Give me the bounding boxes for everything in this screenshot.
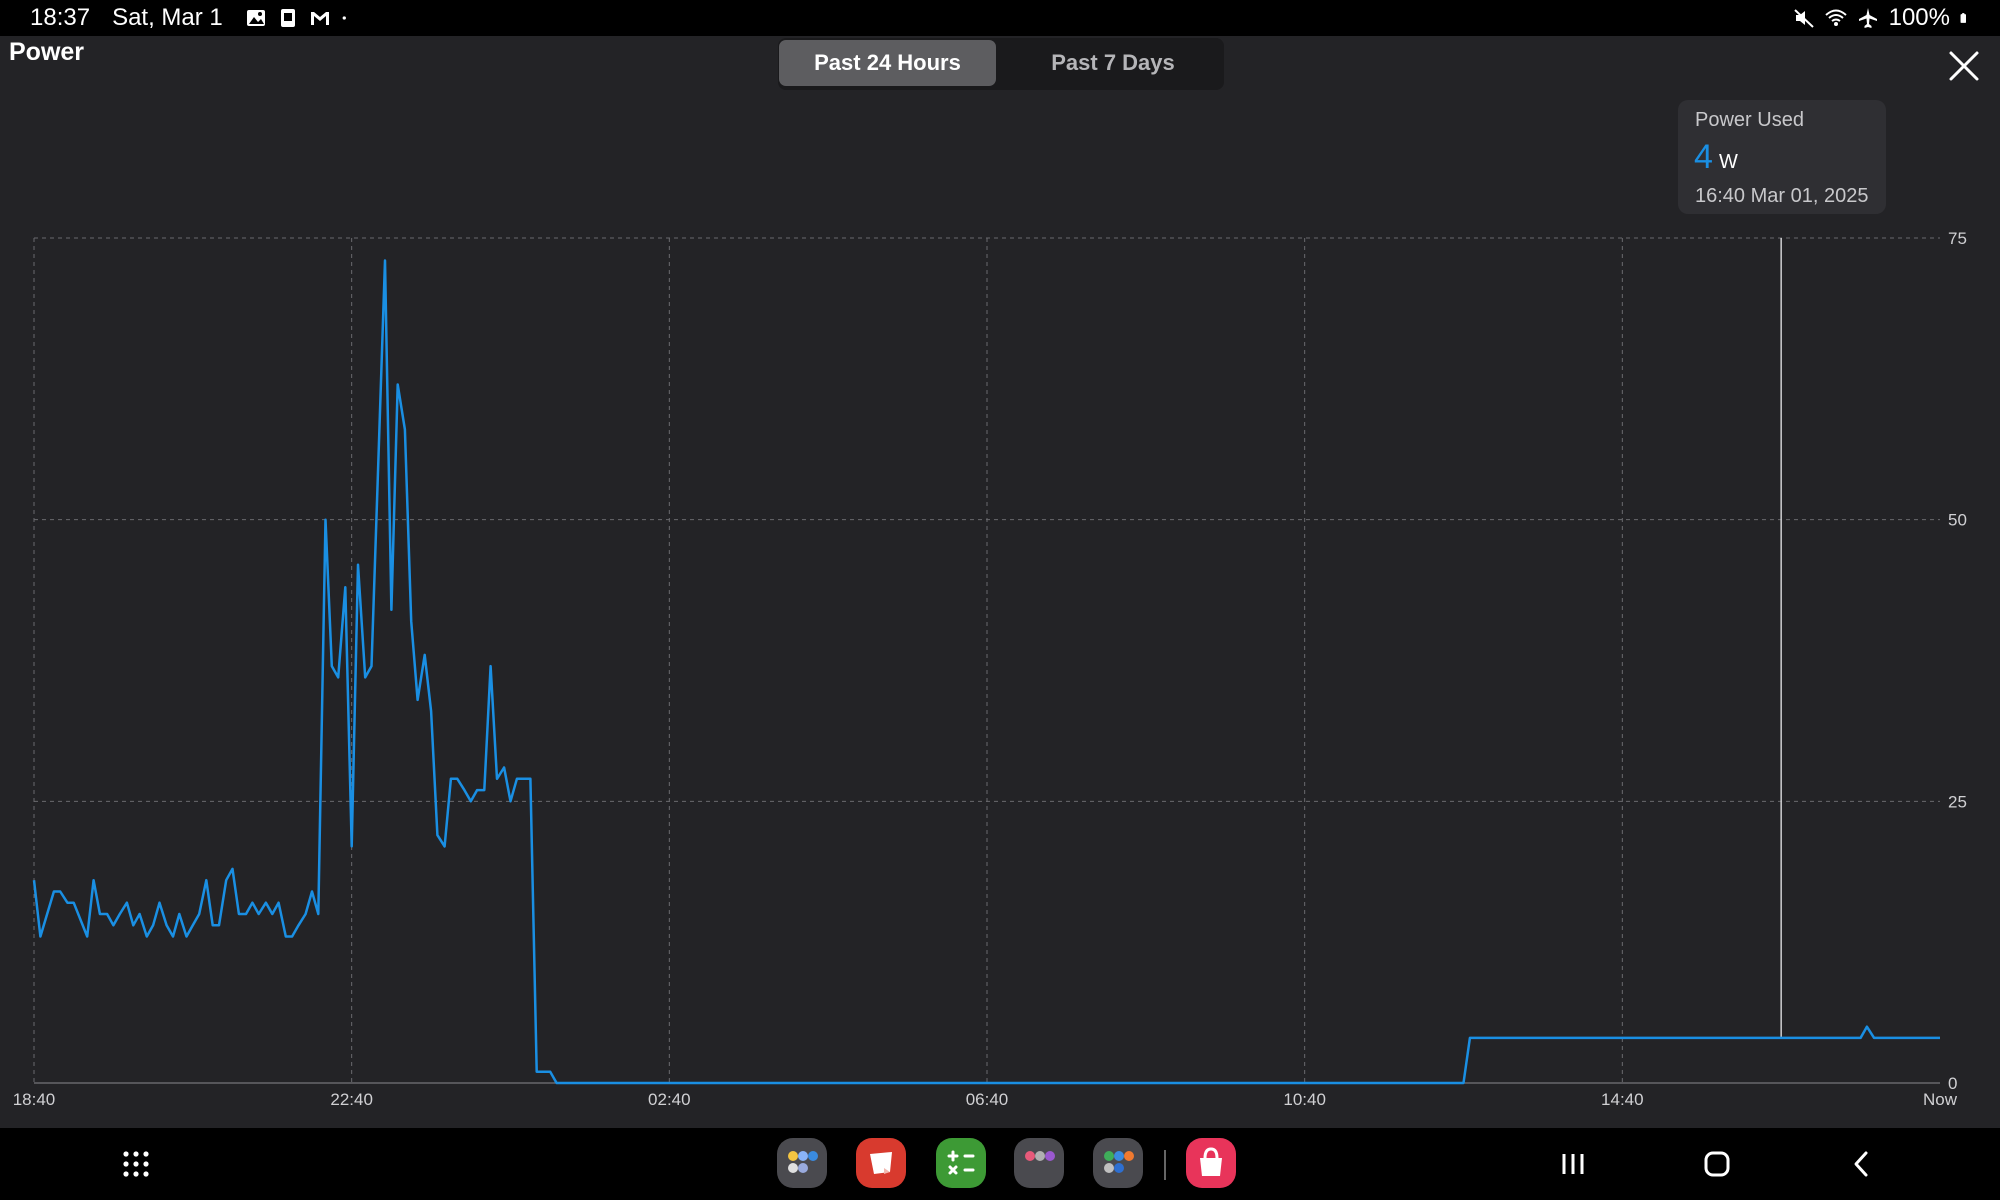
x-tick-label: 22:40	[330, 1090, 373, 1109]
apps-grid-icon[interactable]	[116, 1144, 156, 1184]
sim-card-icon	[280, 9, 295, 27]
page-title: Power	[9, 38, 85, 66]
battery-icon	[1960, 13, 1966, 23]
gmail-icon	[310, 12, 329, 25]
tooltip-label: Power Used	[1695, 109, 1804, 131]
x-tick-label: 10:40	[1283, 1090, 1326, 1109]
chart-tooltip: Power Used 4 W 16:40 Mar 01, 2025	[1678, 100, 1886, 214]
airplane-mode-icon	[1858, 8, 1877, 28]
chart-series	[32, 259, 1940, 1085]
y-tick-label: 50	[1948, 511, 1967, 530]
x-axis-ticks: 18:40 22:40 02:40 06:40 10:40 14:40 Now	[13, 1090, 1958, 1109]
tab-past-7-days[interactable]: Past 7 Days	[1051, 50, 1175, 75]
tooltip-timestamp: 16:40 Mar 01, 2025	[1695, 185, 1869, 207]
recent-apps-icon[interactable]	[1553, 1144, 1593, 1184]
x-tick-label: 02:40	[648, 1090, 691, 1109]
tooltip-value: 4	[1694, 138, 1713, 176]
app-folder-icon[interactable]	[777, 1138, 827, 1188]
power-chart[interactable]: 18:40 22:40 02:40 06:40 10:40 14:40 Now 0 25 50 7…	[0, 215, 2000, 1115]
y-tick-label: 0	[1948, 1074, 1957, 1093]
x-tick-label: 18:40	[13, 1090, 56, 1109]
close-icon[interactable]	[1944, 46, 1984, 86]
app-folder-icon[interactable]	[1014, 1138, 1064, 1188]
home-icon[interactable]	[1697, 1144, 1737, 1184]
tooltip-unit: W	[1719, 151, 1738, 173]
dock-divider	[1164, 1150, 1166, 1180]
y-axis-ticks: 0 25 50 75	[1948, 229, 1967, 1093]
notes-app-icon[interactable]	[856, 1138, 906, 1188]
wifi-icon	[1824, 9, 1847, 26]
status-date: Sat, Mar 1	[112, 4, 223, 31]
status-bar: 18:37 Sat, Mar 1 100%	[0, 0, 2000, 36]
back-icon[interactable]	[1841, 1144, 1881, 1184]
navigation-bar	[0, 1128, 2000, 1200]
y-tick-label: 75	[1948, 229, 1967, 248]
app-folder-icon[interactable]	[1093, 1138, 1143, 1188]
more-dot-icon	[342, 16, 346, 20]
tab-past-24-hours[interactable]: Past 24 Hours	[779, 40, 996, 86]
x-tick-label: Now	[1923, 1090, 1958, 1109]
time-range-tabs: Past 24 Hours Past 7 Days	[778, 38, 1224, 90]
status-time: 18:37	[30, 4, 91, 31]
calculator-app-icon[interactable]	[936, 1138, 986, 1188]
x-tick-label: 06:40	[966, 1090, 1009, 1109]
y-tick-label: 25	[1948, 792, 1967, 811]
series-line-power	[32, 259, 1940, 1085]
chart-grid	[33, 237, 1940, 1084]
battery-percent: 100%	[1888, 4, 1950, 31]
gallery-icon	[246, 10, 265, 26]
mute-icon	[1793, 9, 1814, 28]
store-app-icon[interactable]	[1186, 1138, 1236, 1188]
x-tick-label: 14:40	[1601, 1090, 1644, 1109]
